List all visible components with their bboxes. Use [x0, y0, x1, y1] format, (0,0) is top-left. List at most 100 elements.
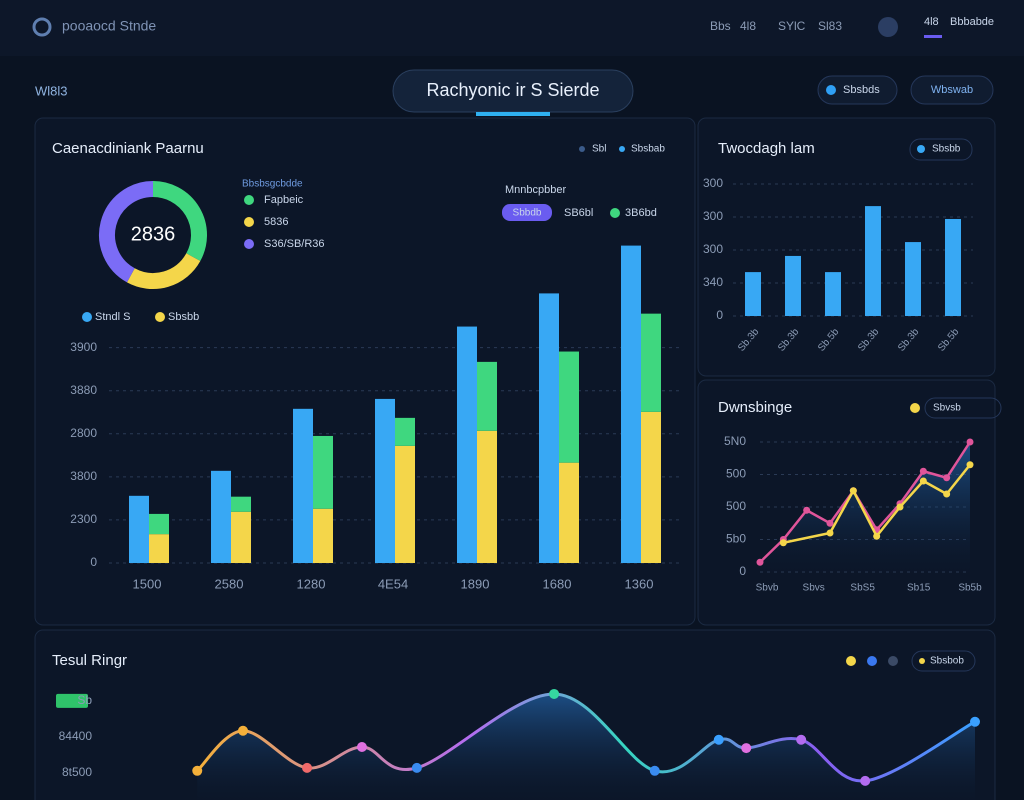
y-tick-label: 5b0	[726, 532, 746, 546]
x-tick-label: SbS5	[850, 583, 875, 594]
point	[826, 529, 834, 537]
nav-item[interactable]: SYlC	[778, 19, 806, 33]
bar	[945, 218, 961, 316]
legend-label: Sbvsb	[933, 403, 961, 414]
panel-title: Dwnsbinge	[718, 399, 792, 416]
y-tick-label: 8t500	[62, 765, 92, 779]
legend-label: Fapbeic	[264, 194, 304, 206]
x-tick-label: 1280	[297, 576, 326, 591]
x-tick-label: 1360	[625, 576, 654, 591]
bar	[539, 293, 559, 563]
bar-segment	[149, 513, 169, 535]
bar	[293, 408, 313, 563]
bar	[375, 398, 395, 563]
x-tick-label: 4E54	[378, 576, 408, 591]
point	[826, 519, 834, 527]
nav-item[interactable]: Sl83	[818, 19, 842, 33]
annotation: 3B6bd	[625, 207, 657, 219]
x-tick-label: Sbvb	[756, 583, 779, 594]
bar-segment	[477, 361, 497, 431]
bar-segment	[313, 435, 333, 509]
line	[783, 463, 971, 544]
pill	[502, 204, 552, 221]
legend-label: Sbsbb	[932, 144, 961, 155]
legend-label: Sbsbb	[168, 311, 199, 323]
panel-title: Tesul Ringr	[52, 652, 127, 669]
header-bar	[0, 0, 1024, 56]
y-tick-label: 0	[739, 564, 746, 578]
panel-title: Twocdagh lam	[718, 140, 815, 157]
bar	[745, 272, 761, 316]
legend-box	[909, 138, 973, 161]
legend-label: Sbsbob	[930, 656, 964, 667]
y-tick-label: 300	[703, 242, 723, 256]
bar	[211, 470, 231, 563]
area	[760, 442, 970, 572]
point	[238, 725, 248, 736]
legend-label: Stndl S	[95, 311, 130, 323]
page-title: Rachyonic ir S Sierde	[426, 80, 599, 100]
legend-dot	[910, 403, 920, 413]
x-tick-label: Sb15	[907, 583, 931, 594]
point	[943, 474, 951, 482]
bar-segment	[395, 445, 415, 563]
point	[796, 734, 807, 745]
y-tick-label: 2300	[70, 512, 97, 526]
donut-segment	[126, 252, 201, 289]
legend-label: Sbl	[592, 144, 606, 155]
avatar[interactable]	[878, 17, 898, 37]
point	[356, 741, 367, 752]
button-label: Sbsbds	[843, 84, 880, 96]
point	[549, 688, 560, 699]
bar-segment	[559, 462, 579, 563]
panel-title: Caenacdiniank Paarnu	[52, 140, 204, 157]
bar-segment	[395, 417, 415, 446]
point	[849, 487, 857, 495]
y-tick-label: 5N0	[724, 434, 746, 448]
point	[713, 734, 724, 745]
point	[943, 490, 951, 498]
y-tick-label: 2800	[70, 426, 97, 440]
bar	[457, 326, 477, 563]
y-tick-label: 300	[703, 209, 723, 223]
annotation: Mnnbcpbber	[505, 184, 566, 196]
legend-dot	[244, 217, 254, 227]
point	[896, 503, 904, 511]
legend-dot	[867, 656, 877, 666]
x-tick-label: 2580	[215, 576, 244, 591]
button-dot	[826, 85, 836, 95]
point	[919, 477, 927, 485]
brand: pooaocd Stnde	[62, 18, 156, 34]
y-tick-label: 500	[726, 499, 746, 513]
annotation: SB6bl	[564, 207, 593, 219]
point	[741, 743, 752, 754]
button[interactable]	[817, 75, 898, 105]
bar-segment	[477, 430, 497, 563]
bar	[621, 245, 641, 563]
active-indicator	[924, 35, 942, 38]
bar	[825, 272, 841, 316]
legend-box	[924, 397, 1002, 419]
point	[756, 558, 764, 566]
nav-item[interactable]: 4l8	[740, 19, 756, 33]
bar-segment	[313, 508, 333, 563]
legend-dot	[244, 239, 254, 249]
line	[759, 441, 972, 564]
bar-segment	[149, 534, 169, 563]
button[interactable]	[910, 75, 994, 105]
point	[192, 765, 203, 776]
point	[803, 506, 811, 514]
bar-segment	[641, 411, 661, 563]
y-tick-label: 300	[703, 176, 723, 190]
brand-logo	[32, 17, 52, 37]
bar-segment	[231, 496, 251, 512]
legend-box	[911, 650, 976, 672]
x-tick-label: 1680	[543, 576, 572, 591]
x-tick-label: Sbvs	[803, 583, 825, 594]
point	[302, 762, 313, 773]
point	[649, 765, 660, 776]
legend-dot	[619, 146, 625, 152]
legend-dot	[888, 656, 898, 666]
nav-item[interactable]: Bbs	[710, 19, 731, 33]
